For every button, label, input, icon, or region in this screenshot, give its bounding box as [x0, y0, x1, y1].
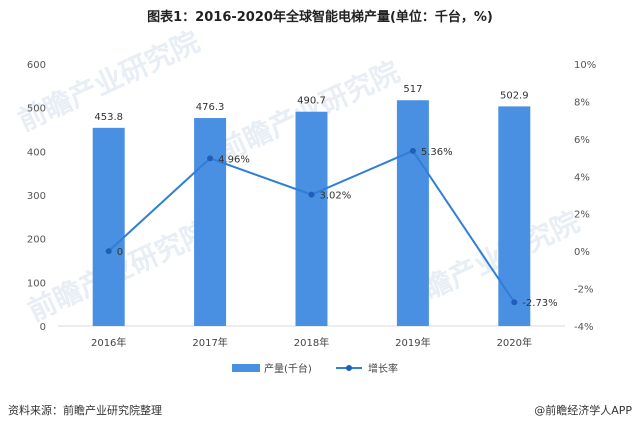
brand-note: @前瞻经济学人APP: [534, 404, 632, 417]
y-left-tick-label: 100: [27, 278, 46, 289]
bar-value-label: 517: [403, 84, 422, 95]
bar-value-label: 476.3: [196, 102, 225, 113]
y-right-tick-label: 6%: [574, 135, 590, 146]
bar: [92, 127, 125, 326]
y-left-tick-label: 200: [27, 235, 46, 246]
y-left-tick-label: 600: [27, 60, 46, 71]
growth-point: [308, 191, 315, 198]
bar-value-label: 502.9: [500, 90, 529, 101]
y-right-tick-label: -2%: [574, 285, 593, 296]
bar: [498, 106, 531, 326]
growth-point: [409, 147, 416, 154]
legend-bar-swatch: [232, 364, 260, 372]
bar: [295, 111, 328, 327]
legend-bar-label: 产量(千台): [264, 362, 312, 375]
x-tick-label: 2017年: [192, 336, 227, 349]
growth-value-label: -2.73%: [522, 298, 557, 309]
growth-value-label: 4.96%: [218, 154, 250, 165]
growth-point: [207, 155, 214, 162]
bar-value-label: 453.8: [94, 112, 123, 123]
bar-value-label: 490.7: [297, 96, 326, 107]
y-right-tick-label: 8%: [574, 97, 590, 108]
growth-value-label: 5.36%: [421, 147, 453, 158]
y-left-tick-label: 0: [40, 322, 46, 333]
growth-value-label: 0: [117, 247, 123, 258]
y-left-tick-label: 300: [27, 191, 46, 202]
growth-point: [105, 248, 112, 255]
chart-title: 图表1：2016-2020年全球智能电梯产量(单位：千台，%): [147, 10, 493, 25]
y-right-tick-label: 10%: [574, 60, 596, 71]
x-tick-label: 2019年: [395, 336, 430, 349]
x-tick-label: 2018年: [294, 336, 329, 349]
y-right-tick-label: -4%: [574, 322, 593, 333]
y-left-tick-label: 500: [27, 104, 46, 115]
bar: [194, 118, 227, 327]
y-right-tick-label: 2%: [574, 210, 590, 221]
x-tick-label: 2020年: [497, 336, 532, 349]
source-note: 资料来源：前瞻产业研究院整理: [8, 404, 162, 417]
y-right-tick-label: 0%: [574, 247, 590, 258]
legend-line-marker: [346, 365, 352, 371]
x-tick-label: 2016年: [91, 336, 126, 349]
y-left-tick-label: 400: [27, 147, 46, 158]
growth-value-label: 3.02%: [320, 191, 352, 202]
bar: [396, 100, 429, 326]
legend-line-label: 增长率: [368, 362, 398, 375]
y-right-tick-label: 4%: [574, 172, 590, 183]
growth-point: [511, 299, 518, 306]
